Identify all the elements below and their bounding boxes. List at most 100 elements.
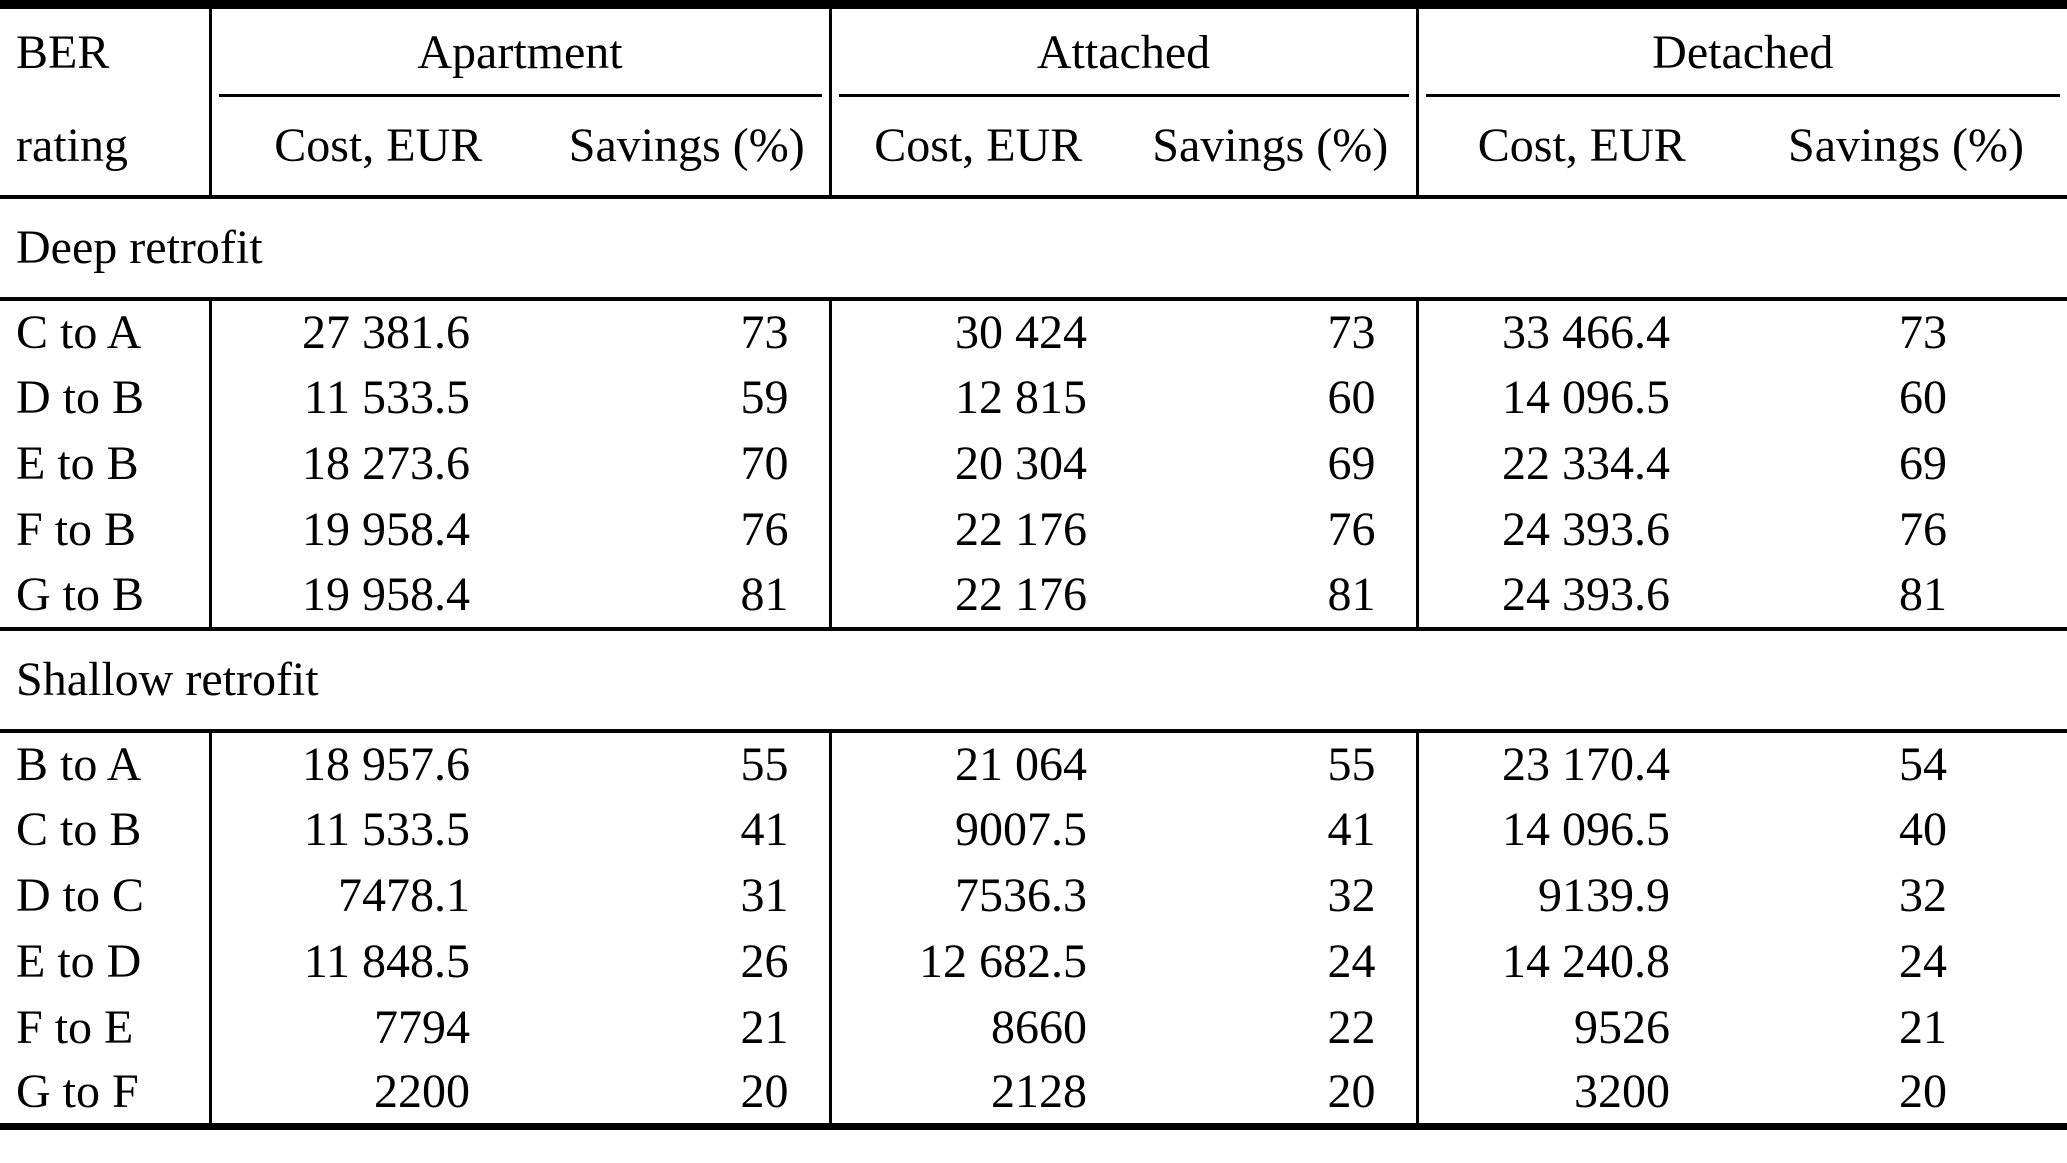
detached-savings-cell: 81	[1899, 568, 1948, 621]
detached-cost-cell: 14 096.5	[1415, 364, 1746, 431]
attached-savings-cell: 76	[1327, 503, 1376, 556]
attached-cost-cell: 12 815	[828, 364, 1126, 431]
ber-rating-cell: C to B	[16, 803, 142, 856]
header-attached-savings: Savings (%)	[1152, 119, 1389, 172]
attached-cost-cell: 8660	[828, 994, 1126, 1061]
header-rating: rating	[16, 119, 128, 172]
section-deep-retrofit: Deep retrofit	[0, 194, 2067, 301]
ber-rating-cell: F to B	[16, 503, 137, 556]
table-row: E to D 11 848.5 26 12 682.5 24 14 240.8 …	[0, 928, 2067, 995]
apartment-cost-cell: 7478.1	[208, 862, 545, 929]
detached-cost-cell: 14 240.8	[1415, 928, 1746, 995]
detached-cost-cell: 33 466.4	[1415, 298, 1746, 365]
detached-cost-cell: 23 170.4	[1415, 730, 1746, 797]
header-group-apartment: Apartment	[208, 4, 831, 97]
apartment-savings-cell: 73	[740, 306, 789, 359]
detached-savings-cell: 20	[1899, 1065, 1948, 1119]
table-row: D to B 11 533.5 59 12 815 60 14 096.5 60	[0, 364, 2067, 431]
apartment-savings-cell: 21	[740, 1001, 789, 1054]
attached-savings-cell: 24	[1327, 935, 1376, 988]
attached-cost-cell: 12 682.5	[828, 928, 1126, 995]
table-row: E to B 18 273.6 70 20 304 69 22 334.4 69	[0, 430, 2067, 497]
apartment-cost-cell: 2200	[208, 1060, 545, 1127]
header-sub-row: rating Cost, EUR Savings (%) Cost, EUR S…	[0, 96, 2067, 197]
ber-rating-cell: C to A	[16, 306, 142, 359]
retrofit-cost-table: BER Apartment Attached Detached rating C…	[0, 0, 2067, 1130]
apartment-savings-cell: 41	[740, 803, 789, 856]
header-detached-savings: Savings (%)	[1788, 119, 2024, 172]
table-row: G to B 19 958.4 81 22 176 81 24 393.6 81	[0, 562, 2067, 629]
apartment-cost-cell: 19 958.4	[208, 496, 545, 563]
apartment-savings-cell: 20	[740, 1065, 789, 1119]
detached-cost-cell: 14 096.5	[1415, 796, 1746, 863]
header-apartment-cost: Cost, EUR	[208, 96, 545, 197]
detached-savings-cell: 21	[1899, 1001, 1948, 1054]
detached-savings-cell: 69	[1899, 437, 1948, 490]
ber-rating-cell: D to B	[16, 371, 145, 424]
apartment-savings-cell: 55	[740, 738, 789, 791]
table-row: F to E 7794 21 8660 22 9526 21	[0, 994, 2067, 1061]
ber-rating-cell: D to C	[16, 869, 145, 922]
table-row: G to F 2200 20 2128 20 3200 20	[0, 1060, 2067, 1127]
detached-savings-cell: 40	[1899, 803, 1948, 856]
attached-cost-cell: 20 304	[828, 430, 1126, 497]
detached-savings-cell: 76	[1899, 503, 1948, 556]
apartment-cost-cell: 11 533.5	[208, 796, 545, 863]
detached-cost-cell: 24 393.6	[1415, 496, 1746, 563]
apartment-cost-cell: 19 958.4	[208, 562, 545, 629]
detached-cost-cell: 9139.9	[1415, 862, 1746, 929]
detached-cost-cell: 22 334.4	[1415, 430, 1746, 497]
ber-rating-cell: F to E	[16, 1001, 134, 1054]
detached-savings-cell: 73	[1899, 306, 1948, 359]
attached-cost-cell: 7536.3	[828, 862, 1126, 929]
apartment-savings-cell: 26	[740, 935, 789, 988]
header-ber: BER	[16, 26, 110, 80]
attached-savings-cell: 32	[1327, 869, 1376, 922]
attached-savings-cell: 73	[1327, 306, 1376, 359]
apartment-savings-cell: 31	[740, 869, 789, 922]
apartment-savings-cell: 59	[740, 371, 789, 424]
attached-savings-cell: 60	[1327, 371, 1376, 424]
attached-savings-cell: 41	[1327, 803, 1376, 856]
header-detached-cost: Cost, EUR	[1415, 96, 1746, 197]
apartment-cost-cell: 18 957.6	[208, 730, 545, 797]
table-row: C to A 27 381.6 73 30 424 73 33 466.4 73	[0, 298, 2067, 365]
section-title: Shallow retrofit	[0, 626, 2067, 733]
table-row: C to B 11 533.5 41 9007.5 41 14 096.5 40	[0, 796, 2067, 863]
ber-rating-cell: E to B	[16, 437, 139, 490]
header-attached-cost: Cost, EUR	[828, 96, 1126, 197]
detached-savings-cell: 32	[1899, 869, 1948, 922]
detached-savings-cell: 54	[1899, 738, 1948, 791]
apartment-cost-cell: 18 273.6	[208, 430, 545, 497]
detached-savings-cell: 60	[1899, 371, 1948, 424]
attached-cost-cell: 30 424	[828, 298, 1126, 365]
attached-cost-cell: 22 176	[828, 496, 1126, 563]
apartment-cost-cell: 27 381.6	[208, 298, 545, 365]
header-group-row: BER Apartment Attached Detached	[0, 4, 2067, 97]
attached-savings-cell: 69	[1327, 437, 1376, 490]
detached-cost-cell: 9526	[1415, 994, 1746, 1061]
attached-savings-cell: 81	[1327, 568, 1376, 621]
ber-rating-cell: G to F	[16, 1065, 139, 1119]
apartment-savings-cell: 76	[740, 503, 789, 556]
apartment-cost-cell: 11 533.5	[208, 364, 545, 431]
apartment-cost-cell: 11 848.5	[208, 928, 545, 995]
attached-cost-cell: 21 064	[828, 730, 1126, 797]
attached-savings-cell: 20	[1327, 1065, 1376, 1119]
attached-cost-cell: 22 176	[828, 562, 1126, 629]
apartment-cost-cell: 7794	[208, 994, 545, 1061]
attached-savings-cell: 55	[1327, 738, 1376, 791]
header-apartment-savings: Savings (%)	[568, 119, 805, 172]
ber-rating-cell: E to D	[16, 935, 142, 988]
detached-savings-cell: 24	[1899, 935, 1948, 988]
attached-cost-cell: 2128	[828, 1060, 1126, 1127]
detached-cost-cell: 24 393.6	[1415, 562, 1746, 629]
detached-cost-cell: 3200	[1415, 1060, 1746, 1127]
header-group-detached: Detached	[1415, 4, 2067, 97]
header-group-attached: Attached	[828, 4, 1418, 97]
table-row: D to C 7478.1 31 7536.3 32 9139.9 32	[0, 862, 2067, 929]
table-row: B to A 18 957.6 55 21 064 55 23 170.4 54	[0, 730, 2067, 797]
table-row: F to B 19 958.4 76 22 176 76 24 393.6 76	[0, 496, 2067, 563]
attached-cost-cell: 9007.5	[828, 796, 1126, 863]
section-title: Deep retrofit	[0, 194, 2067, 301]
